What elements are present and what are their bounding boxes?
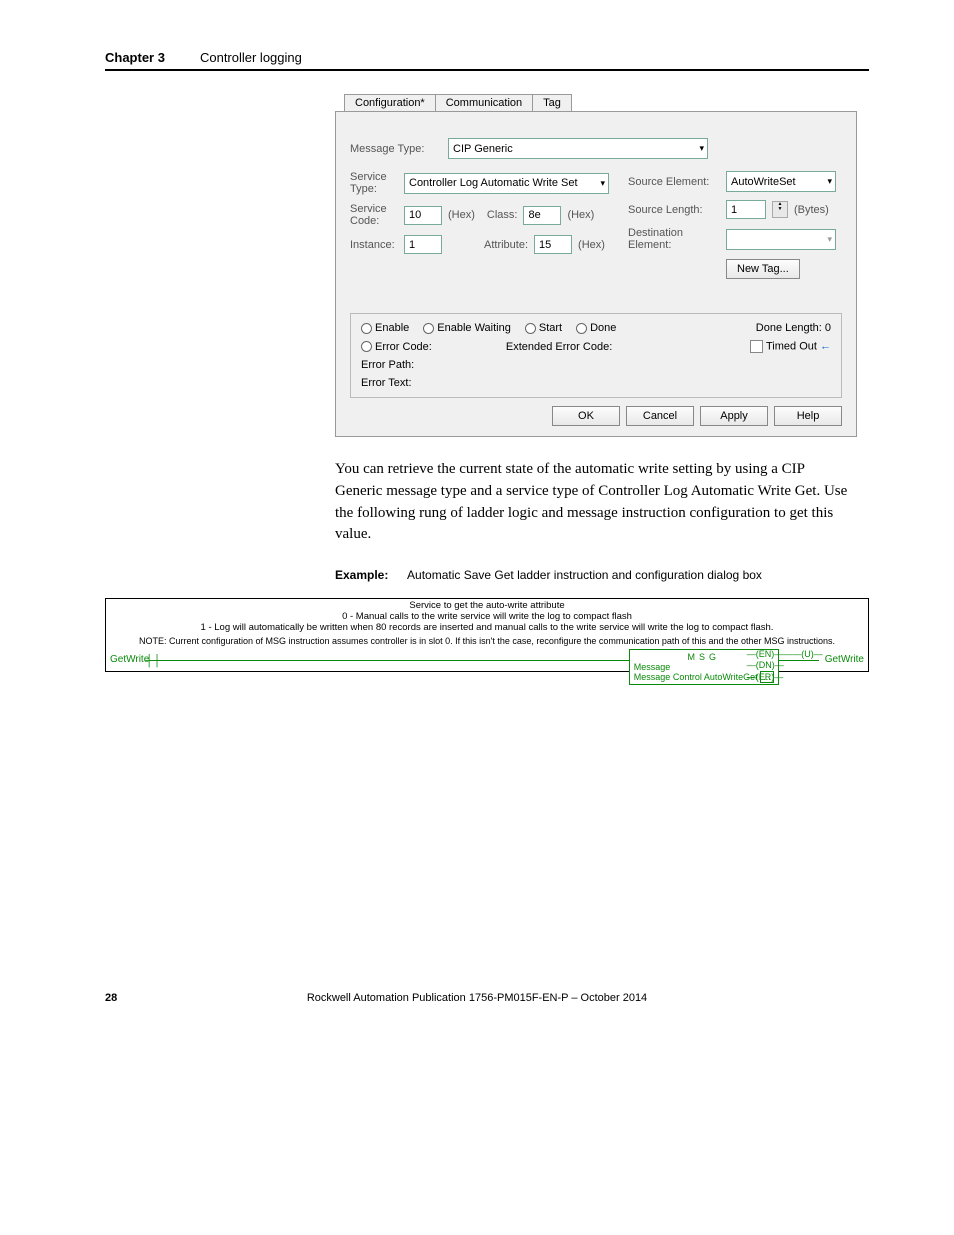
source-element-select[interactable]: AutoWriteSet: [726, 171, 836, 192]
error-code-indicator: [361, 341, 372, 352]
example-text: Automatic Save Get ladder instruction an…: [407, 568, 762, 582]
start-label: Start: [539, 322, 562, 334]
service-code-label: Service Code:: [350, 203, 398, 227]
destination-element-select[interactable]: [726, 229, 836, 250]
status-panel: Enable Enable Waiting Start Done Done Le…: [350, 313, 842, 398]
body-paragraph: You can retrieve the current state of th…: [335, 459, 855, 546]
example-label: Example:: [335, 568, 388, 582]
message-type-label: Message Type:: [350, 143, 442, 155]
chapter-title: Controller logging: [200, 50, 302, 65]
ladder-note: NOTE: Current configuration of MSG instr…: [106, 636, 868, 648]
error-path-label: Error Path:: [361, 359, 414, 371]
new-tag-button[interactable]: New Tag...: [726, 259, 800, 279]
attribute-label: Attribute:: [484, 239, 528, 251]
bytes-label: (Bytes): [794, 204, 829, 216]
destination-element-label: Destination Element:: [628, 227, 720, 251]
enable-label: Enable: [375, 322, 409, 334]
timed-out-checkbox[interactable]: [750, 340, 763, 353]
class-input[interactable]: [523, 206, 561, 225]
apply-button[interactable]: Apply: [700, 406, 768, 426]
hex-label-3: (Hex): [578, 239, 605, 251]
help-button[interactable]: Help: [774, 406, 842, 426]
timed-out-label: Timed Out: [766, 340, 817, 352]
message-config-dialog: Configuration* Communication Tag Message…: [335, 111, 857, 437]
ok-button[interactable]: OK: [552, 406, 620, 426]
ladder-line3: 1 - Log will automatically be written wh…: [112, 623, 862, 634]
ladder-diagram: Service to get the auto-write attribute …: [105, 598, 869, 672]
source-length-spinner[interactable]: [772, 201, 788, 218]
extended-error-label: Extended Error Code:: [506, 341, 612, 353]
service-type-select[interactable]: Controller Log Automatic Write Set: [404, 173, 609, 194]
attribute-input[interactable]: [534, 235, 572, 254]
service-code-input[interactable]: [404, 206, 442, 225]
service-type-label: Service Type:: [350, 171, 398, 195]
instance-label: Instance:: [350, 239, 398, 251]
tab-communication[interactable]: Communication: [435, 94, 533, 111]
tab-tag[interactable]: Tag: [532, 94, 572, 111]
instance-input[interactable]: [404, 235, 442, 254]
message-type-select[interactable]: CIP Generic: [448, 138, 708, 159]
tab-configuration[interactable]: Configuration*: [344, 94, 436, 111]
cancel-button[interactable]: Cancel: [626, 406, 694, 426]
done-label: Done: [590, 322, 616, 334]
source-element-label: Source Element:: [628, 176, 720, 188]
source-length-input[interactable]: [726, 200, 766, 219]
rung-left-label: GetWrite: [110, 648, 149, 665]
enable-indicator: [361, 323, 372, 334]
hex-label-2: (Hex): [567, 209, 594, 221]
done-length-label: Done Length: 0: [756, 322, 831, 334]
done-indicator: [576, 323, 587, 334]
msg-line2: Message Control AutoWriteGet: [634, 672, 758, 682]
error-text-label: Error Text:: [361, 377, 412, 389]
rung-right-label: GetWrite: [825, 648, 864, 665]
class-label: Class:: [487, 209, 518, 221]
start-indicator: [525, 323, 536, 334]
error-code-label: Error Code:: [375, 341, 432, 353]
enable-waiting-indicator: [423, 323, 434, 334]
page-number: 28: [105, 992, 117, 1004]
contact-icon: ┤├: [145, 655, 161, 667]
source-length-label: Source Length:: [628, 204, 720, 216]
publication-info: Rockwell Automation Publication 1756-PM0…: [307, 992, 647, 1004]
coils: —(EN)———(U)— —(DN)— —(ER)—: [747, 649, 823, 684]
enable-waiting-label: Enable Waiting: [437, 322, 511, 334]
hex-label-1: (Hex): [448, 209, 475, 221]
chapter-label: Chapter 3: [105, 50, 165, 65]
